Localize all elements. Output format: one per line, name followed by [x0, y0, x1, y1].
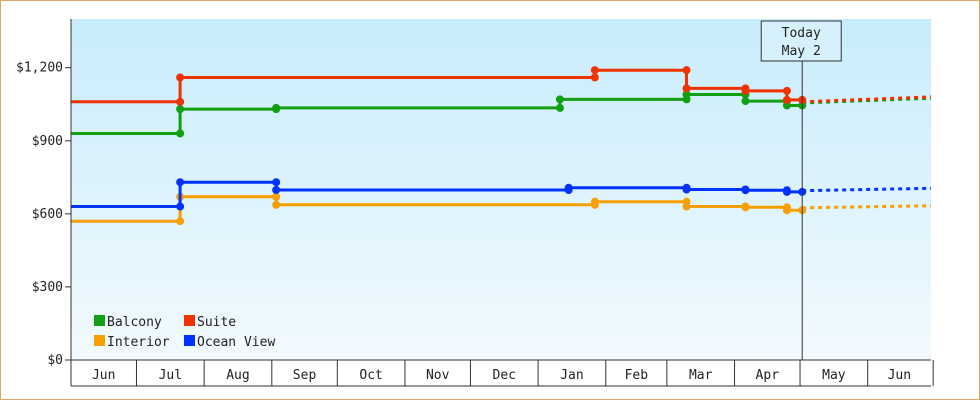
data-point[interactable] [176, 217, 185, 226]
legend-item-ocean-view[interactable]: Ocean View [184, 335, 275, 350]
data-point[interactable] [590, 73, 599, 82]
data-point[interactable] [564, 183, 573, 192]
month-label: Mar [689, 368, 713, 383]
legend-label: Interior [107, 335, 170, 350]
data-point[interactable] [590, 66, 599, 75]
data-point[interactable] [176, 73, 185, 82]
month-label: Sep [293, 368, 317, 383]
data-point[interactable] [176, 129, 185, 138]
data-point[interactable] [176, 105, 185, 114]
data-point[interactable] [782, 206, 791, 215]
month-label: Jul [159, 368, 182, 383]
y-tick-label: $600 [32, 207, 63, 222]
series-layer [71, 66, 932, 226]
data-point[interactable] [176, 178, 185, 187]
data-point[interactable] [782, 95, 791, 104]
data-point[interactable] [555, 95, 564, 104]
month-label: Jun [92, 368, 115, 383]
legend-swatch [184, 315, 195, 326]
month-label: Jun [888, 368, 911, 383]
data-point[interactable] [741, 97, 750, 106]
month-label: May [822, 368, 846, 383]
data-point[interactable] [682, 202, 691, 211]
data-point[interactable] [782, 101, 791, 110]
forecast-line-interior [802, 204, 932, 210]
data-point[interactable] [272, 103, 281, 112]
data-point[interactable] [176, 97, 185, 106]
data-point[interactable] [176, 202, 185, 211]
legend: Balcony Suite Interior Ocean View [94, 315, 275, 350]
data-point[interactable] [590, 197, 599, 206]
series-line-balcony [71, 93, 803, 135]
legend-item-balcony[interactable]: Balcony [94, 315, 162, 330]
today-date-label: May 2 [782, 44, 821, 59]
data-point[interactable] [741, 186, 750, 195]
data-point[interactable] [272, 178, 281, 187]
month-label: Aug [226, 368, 249, 383]
forecast-line-ocean-view [802, 186, 932, 193]
month-label: Oct [359, 368, 382, 383]
y-tick-label: $300 [32, 280, 63, 295]
month-label: Nov [426, 368, 450, 383]
data-point[interactable] [741, 86, 750, 95]
month-label: Feb [625, 368, 649, 383]
axis-layer: $0 $300 $600 $900 $1,200 Jun Jul Aug Sep Oct Nov De… [16, 19, 934, 387]
month-label: Dec [493, 368, 516, 383]
legend-label: Suite [197, 315, 236, 330]
today-marker: Today May 2 [760, 20, 842, 360]
legend-label: Balcony [107, 315, 162, 330]
data-point[interactable] [741, 203, 750, 212]
forecast-line-suite [802, 95, 932, 104]
data-point[interactable] [272, 185, 281, 194]
legend-swatch [94, 335, 105, 346]
data-point[interactable] [682, 84, 691, 93]
legend-label: Ocean View [197, 335, 275, 350]
y-tick-label: $0 [47, 353, 63, 368]
data-point[interactable] [272, 192, 281, 201]
data-point[interactable] [272, 200, 281, 209]
data-point[interactable] [682, 66, 691, 75]
month-label: Apr [756, 368, 780, 383]
legend-item-interior[interactable]: Interior [94, 335, 170, 350]
data-point[interactable] [555, 103, 564, 112]
today-box [760, 20, 842, 62]
y-tick-label: $1,200 [16, 61, 63, 76]
series-line-interior [71, 195, 803, 223]
legend-swatch [94, 315, 105, 326]
today-label: Today [782, 26, 821, 41]
data-point[interactable] [682, 90, 691, 99]
legend-item-suite[interactable]: Suite [184, 315, 236, 330]
series-ocean-view [71, 178, 932, 211]
series-line-ocean-view [71, 180, 803, 208]
y-tick-label: $900 [32, 134, 63, 149]
data-point[interactable] [682, 185, 691, 194]
data-point[interactable] [782, 86, 791, 95]
data-point[interactable] [782, 187, 791, 196]
month-label: Jan [560, 368, 583, 383]
legend-swatch [184, 335, 195, 346]
